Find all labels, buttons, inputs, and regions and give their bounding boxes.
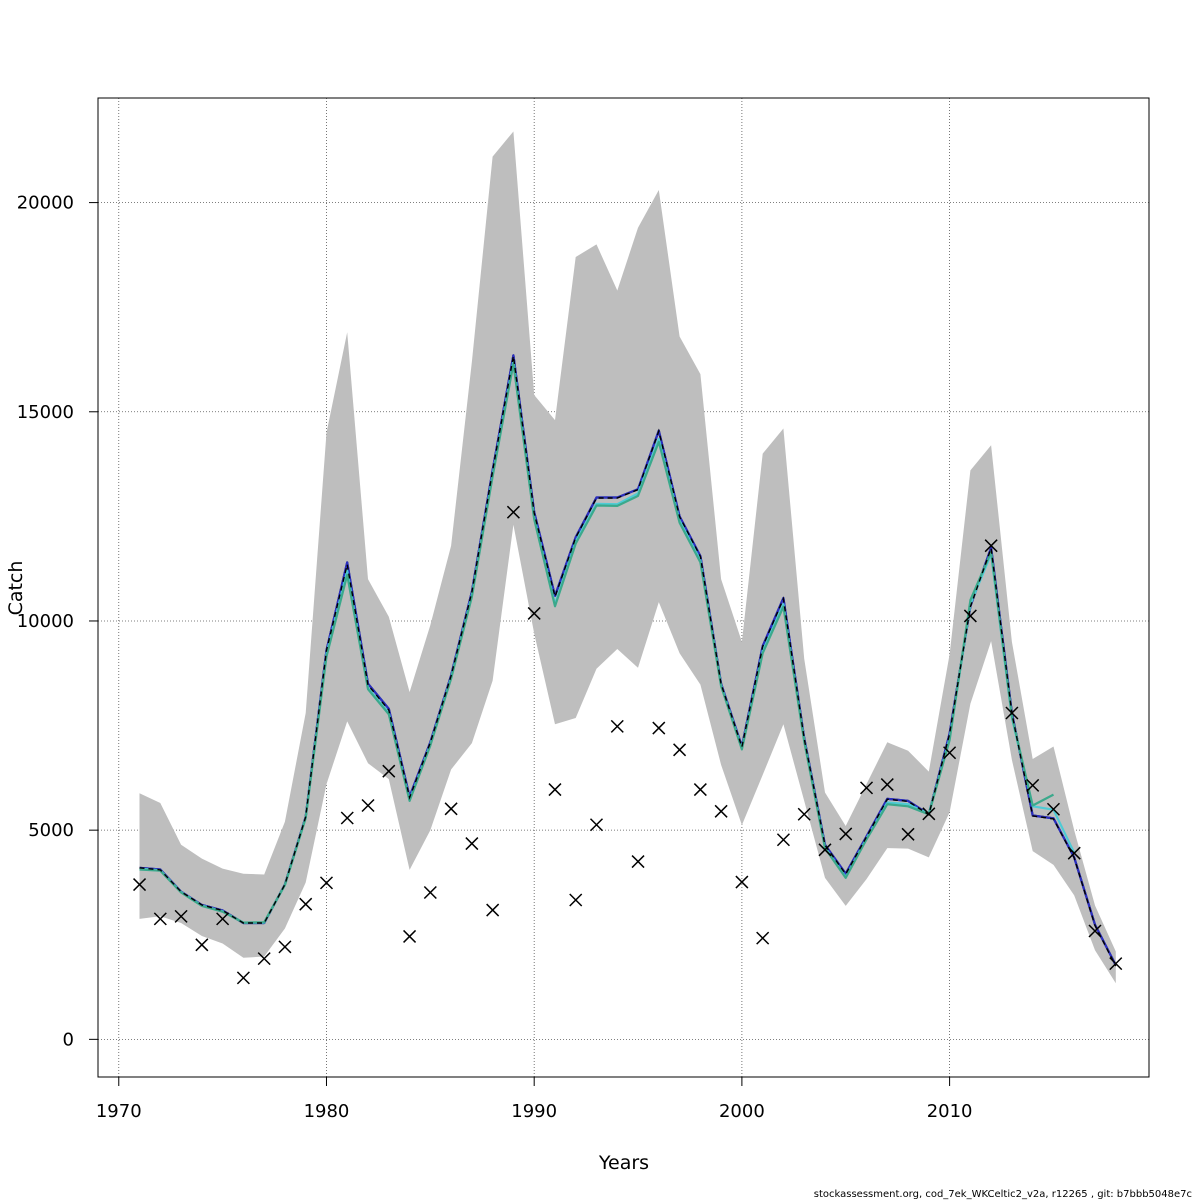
- observed-point: [403, 929, 417, 943]
- observed-point: [1088, 924, 1102, 938]
- y-tick-label: 20000: [17, 193, 74, 214]
- observed-point: [1109, 957, 1123, 971]
- observed-point: [569, 893, 583, 907]
- plot-frame: [97, 97, 1150, 1078]
- x-tick-label: 2000: [719, 1101, 765, 1122]
- y-tick-label: 10000: [17, 611, 74, 632]
- y-axis-title: Catch: [5, 561, 27, 616]
- observed-point: [880, 778, 894, 792]
- observed-point: [859, 781, 874, 795]
- observed-point: [797, 807, 811, 821]
- observed-point: [174, 909, 188, 923]
- confidence-band: [139, 131, 1116, 984]
- x-tick-label: 1990: [511, 1101, 557, 1122]
- y-tick-label: 15000: [17, 402, 74, 423]
- observed-point: [963, 609, 977, 623]
- fit-dashed-line: [139, 355, 1117, 967]
- observed-points-layer: [133, 505, 1123, 985]
- x-axis-title: Years: [598, 1152, 649, 1174]
- observed-point: [943, 746, 957, 760]
- observed-point: [901, 827, 915, 841]
- observed-point: [631, 855, 645, 869]
- observed-point: [735, 875, 749, 889]
- observed-point: [693, 783, 707, 797]
- observed-point: [506, 505, 520, 519]
- observed-point: [527, 606, 541, 620]
- observed-point: [818, 843, 832, 857]
- observed-point: [423, 885, 437, 900]
- y-tick-label: 5000: [28, 820, 74, 841]
- observed-point: [257, 952, 271, 966]
- observed-point: [444, 802, 458, 816]
- x-tick-label: 1980: [304, 1101, 350, 1122]
- observed-point: [652, 721, 666, 735]
- x-axis: 1970 1980 1990 2000 2010: [96, 1077, 973, 1122]
- observed-point: [776, 833, 790, 847]
- footer-caption: stockassessment.org, cod_7ek_WKCeltic2_v…: [814, 1189, 1192, 1200]
- confidence-band-layer: [139, 131, 1116, 984]
- observed-point: [216, 912, 230, 926]
- x-tick-label: 2010: [927, 1101, 973, 1122]
- observed-point: [984, 539, 998, 553]
- observed-point: [756, 931, 770, 945]
- observed-point: [1005, 706, 1019, 720]
- observed-point: [319, 876, 334, 890]
- observed-point: [382, 764, 396, 778]
- observed-point: [1067, 846, 1081, 860]
- observed-point: [195, 938, 209, 952]
- observed-point: [153, 912, 167, 926]
- observed-point: [486, 903, 500, 917]
- observed-point: [1046, 802, 1060, 816]
- observed-point: [278, 940, 292, 954]
- x-tick-label: 1970: [96, 1101, 142, 1122]
- observed-point: [548, 783, 562, 797]
- observed-point: [299, 897, 313, 911]
- observed-point: [236, 971, 250, 985]
- observed-point: [361, 798, 375, 813]
- observed-point: [589, 818, 604, 832]
- observed-point: [922, 807, 936, 821]
- observed-point: [673, 743, 687, 757]
- observed-point: [1026, 778, 1040, 792]
- observed-point: [839, 827, 853, 841]
- observed-point: [133, 878, 147, 892]
- series-lines-layer: [139, 354, 1117, 967]
- observed-point: [610, 719, 624, 733]
- observed-point: [714, 804, 728, 818]
- observed-point: [465, 837, 479, 851]
- y-axis: 0 5000 10000 15000 20000: [17, 193, 98, 1050]
- observed-point: [340, 811, 354, 825]
- y-tick-label: 0: [63, 1029, 74, 1050]
